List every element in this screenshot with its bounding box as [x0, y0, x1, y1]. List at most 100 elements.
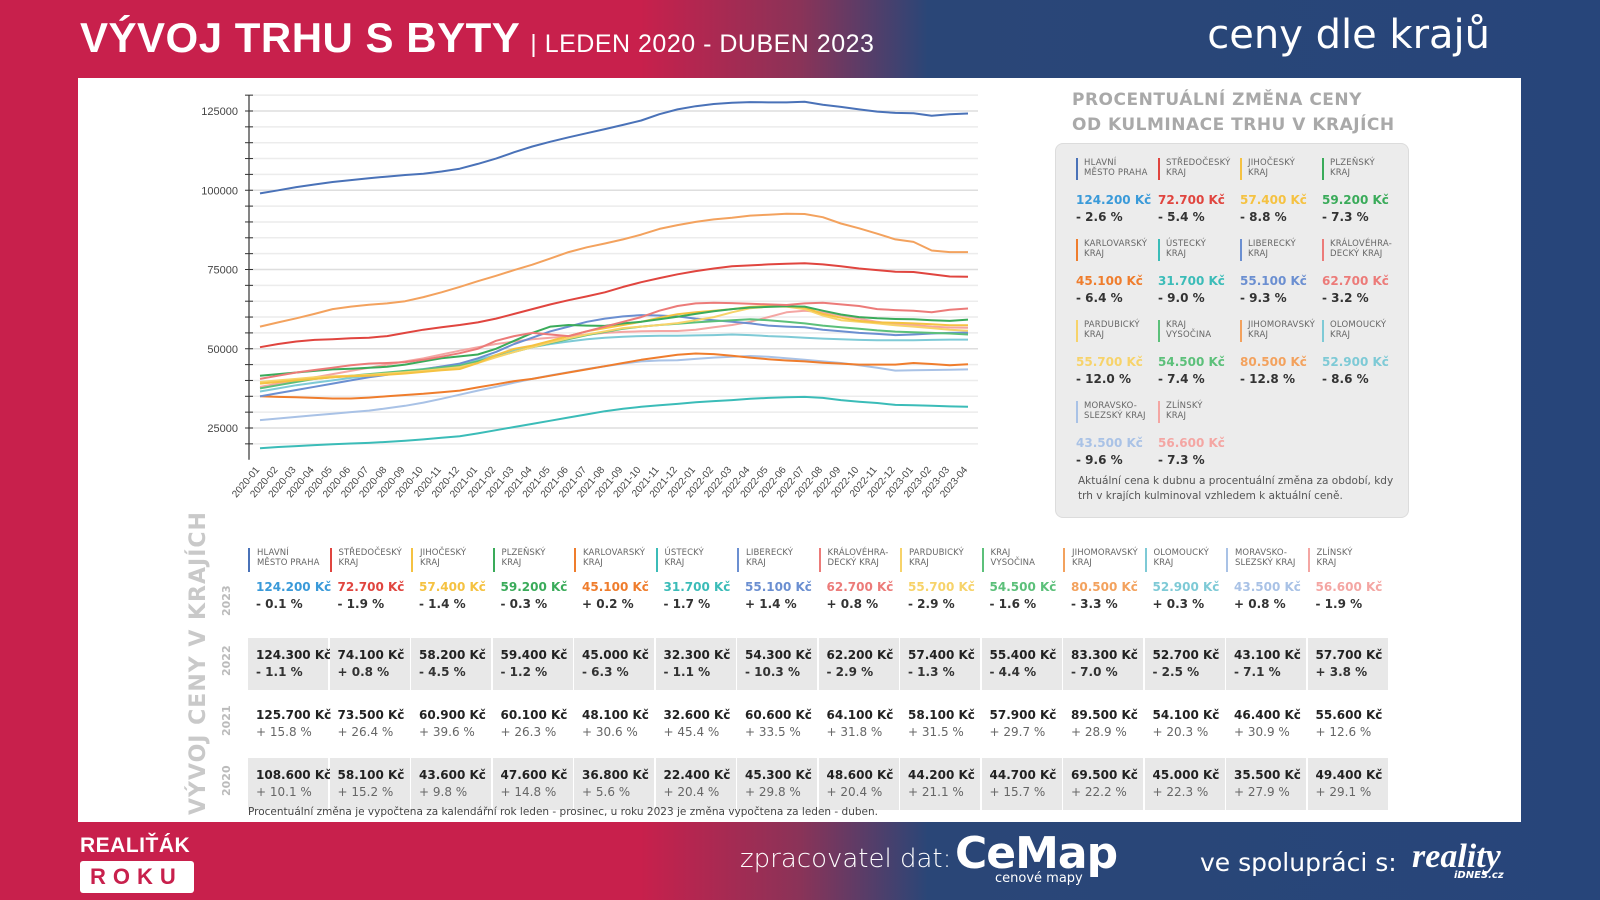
- current-price: 57.400 Kč: [1240, 193, 1307, 207]
- cell-price: 69.500 Kč: [1071, 768, 1138, 782]
- column-header: ÚSTECKÝ KRAJ: [655, 548, 738, 572]
- region-name: KRAJ VYSOČINA: [1158, 320, 1240, 342]
- region-name-line1: ZLÍNSKÝ: [1166, 401, 1203, 411]
- table-cell: 43.600 Kč + 9.8 %: [411, 758, 491, 810]
- peak-change-item: ZLÍNSKÝ KRAJ 56.600 Kč - 7.3 %: [1158, 401, 1240, 467]
- region-name: MORAVSKO- SLEZSKÝ KRAJ: [1076, 401, 1158, 423]
- peak-change-percent: - 8.8 %: [1240, 210, 1287, 224]
- table-cell: 74.100 Kč + 0.8 %: [329, 638, 410, 690]
- table-row: 2020 108.600 Kč + 10.1 % 58.100 Kč + 15.2 % 4…: [220, 758, 1389, 810]
- column-header: PLZEŇSKÝ KRAJ: [492, 548, 575, 572]
- region-name: ÚSTECKÝ KRAJ: [1158, 239, 1240, 261]
- cell-percent: - 6.3 %: [582, 665, 629, 679]
- region-name-line2: KRAJ: [1166, 249, 1187, 259]
- table-row: 2022 124.300 Kč - 1.1 % 74.100 Kč + 0.8 % 58.…: [220, 638, 1389, 690]
- table-cell: 108.600 Kč + 10.1 %: [248, 758, 332, 810]
- cell-percent: - 1.7 %: [663, 597, 711, 611]
- region-name-line2: KRAJ: [1248, 249, 1269, 259]
- cell-percent: + 31.5 %: [908, 725, 964, 739]
- current-price: 72.700 Kč: [1158, 193, 1225, 207]
- cell-percent: + 20.4 %: [826, 785, 883, 799]
- table-cell: 48.600 Kč + 20.4 %: [818, 758, 899, 810]
- cell-percent: + 39.6 %: [419, 725, 475, 739]
- cell-percent: - 1.1 %: [663, 665, 711, 679]
- peak-change-item: KARLOVARSKÝ KRAJ 45.100 Kč - 6.4 %: [1076, 239, 1158, 305]
- cell-percent: - 1.1 %: [256, 665, 303, 679]
- table-cell: 55.600 Kč + 12.6 %: [1308, 698, 1388, 750]
- cell-percent: - 4.5 %: [419, 665, 466, 679]
- region-name-line2: KRAJ: [1084, 330, 1105, 340]
- cell-percent: - 7.0 %: [1071, 665, 1118, 679]
- column-header-line2: VYSOČINA: [990, 558, 1036, 568]
- current-price: 56.600 Kč: [1158, 436, 1225, 450]
- cell-percent: - 1.9 %: [1315, 597, 1363, 611]
- column-header-line1: HLAVNÍ: [257, 548, 289, 558]
- table-cell: 73.500 Kč + 26.4 %: [330, 698, 410, 750]
- peak-change-percent: - 6.4 %: [1076, 291, 1123, 305]
- series-line: [259, 352, 969, 400]
- table-cell: 62.200 Kč - 2.9 %: [818, 638, 899, 690]
- peak-change-note: Aktuální cena k dubnu a procentuální změ…: [1078, 475, 1394, 502]
- current-price: 43.500 Kč: [1076, 436, 1143, 450]
- cell-percent: - 1.6 %: [989, 597, 1037, 611]
- region-name-line2: VYSOČINA: [1166, 330, 1212, 340]
- cell-percent: - 2.9 %: [826, 665, 874, 679]
- subtitle-regions: ceny dle krajů: [1207, 12, 1490, 58]
- column-header: LIBERECKÝ KRAJ: [737, 548, 819, 572]
- cell-price: 54.500 Kč: [989, 580, 1057, 594]
- table-cell: 44.700 Kč + 15.7 %: [981, 758, 1062, 810]
- column-header: JIHOČESKÝ KRAJ: [411, 548, 493, 572]
- table-cell: 124.300 Kč - 1.1 %: [248, 638, 331, 690]
- cell-price: 83.300 Kč: [1071, 648, 1138, 662]
- peak-change-percent: - 9.3 %: [1240, 291, 1287, 305]
- regional-price-table: HLAVNÍ MĚSTO PRAHA STŘEDOČESKÝ KRAJ JIHOČESK…: [220, 548, 1389, 810]
- cell-percent: + 10.1 %: [256, 785, 312, 799]
- peak-change-percent: - 2.6 %: [1076, 210, 1123, 224]
- page-title: VÝVOJ TRHU S BYTY | LEDEN 2020 - DUBEN 2…: [80, 14, 874, 62]
- cell-price: 58.100 Kč: [337, 768, 405, 782]
- table-cell: 48.100 Kč + 30.6 %: [574, 698, 654, 750]
- cell-price: 43.600 Kč: [419, 768, 486, 782]
- cell-percent: + 27.9 %: [1234, 785, 1290, 799]
- processor-label: zpracovatel dat:: [740, 844, 952, 874]
- table-cell: 80.500 Kč - 3.3 %: [1063, 578, 1143, 630]
- peak-change-item: JIHOČESKÝ KRAJ 57.400 Kč - 8.8 %: [1240, 158, 1322, 224]
- region-name-line1: OLOMOUCKÝ: [1330, 320, 1387, 330]
- current-price: 52.900 Kč: [1322, 355, 1389, 369]
- table-cell: 57.900 Kč + 29.7 %: [982, 698, 1062, 750]
- region-name-line2: KRAJ: [1248, 168, 1269, 178]
- cell-price: 108.600 Kč: [256, 768, 332, 782]
- table-cell: 54.100 Kč + 20.3 %: [1145, 698, 1225, 750]
- column-header-line1: OLOMOUCKÝ: [1153, 548, 1209, 558]
- peak-change-title: PROCENTUÁLNÍ ZMĚNA CENY OD KULMINACE TRH…: [1072, 88, 1395, 138]
- table-cell: 69.500 Kč + 22.2 %: [1063, 758, 1143, 810]
- cell-price: 52.900 Kč: [1152, 580, 1220, 594]
- series-line: [259, 304, 968, 385]
- cell-price: 80.500 Kč: [1071, 580, 1138, 594]
- table-cell: 36.800 Kč + 5.6 %: [574, 758, 654, 810]
- table-cell: 49.400 Kč + 29.1 %: [1307, 758, 1388, 810]
- row-year: 2021: [220, 705, 233, 736]
- table-cell: 54.300 Kč - 10.3 %: [737, 638, 817, 690]
- cell-percent: + 30.6 %: [582, 725, 638, 739]
- cell-percent: + 29.1 %: [1315, 785, 1372, 799]
- y-tick-label: 50000: [207, 344, 238, 356]
- table-cell: 31.700 Kč - 1.7 %: [656, 578, 736, 630]
- row-year: 2020: [220, 765, 233, 796]
- cell-percent: + 15.7 %: [989, 785, 1046, 799]
- peak-change-percent: - 3.2 %: [1322, 291, 1369, 305]
- column-header-line1: MORAVSKO-: [1235, 548, 1288, 558]
- current-price: 124.200 Kč: [1076, 193, 1152, 207]
- table-cell: 89.500 Kč + 28.9 %: [1063, 698, 1143, 750]
- table-cell: 57.400 Kč - 1.3 %: [900, 638, 980, 690]
- cell-percent: - 2.5 %: [1152, 665, 1200, 679]
- region-name-line2: KRAJ: [1166, 411, 1187, 421]
- cell-price: 62.200 Kč: [826, 648, 894, 662]
- column-header-line1: PLZEŇSKÝ: [501, 548, 546, 558]
- peak-change-percent: - 12.8 %: [1240, 372, 1295, 386]
- peak-change-item: STŘEDOČESKÝ KRAJ 72.700 Kč - 5.4 %: [1158, 158, 1240, 224]
- series-line: [259, 301, 969, 380]
- cell-price: 55.600 Kč: [1315, 708, 1383, 722]
- region-name-line2: KRAJ: [1330, 168, 1351, 178]
- cell-price: 49.400 Kč: [1315, 768, 1383, 782]
